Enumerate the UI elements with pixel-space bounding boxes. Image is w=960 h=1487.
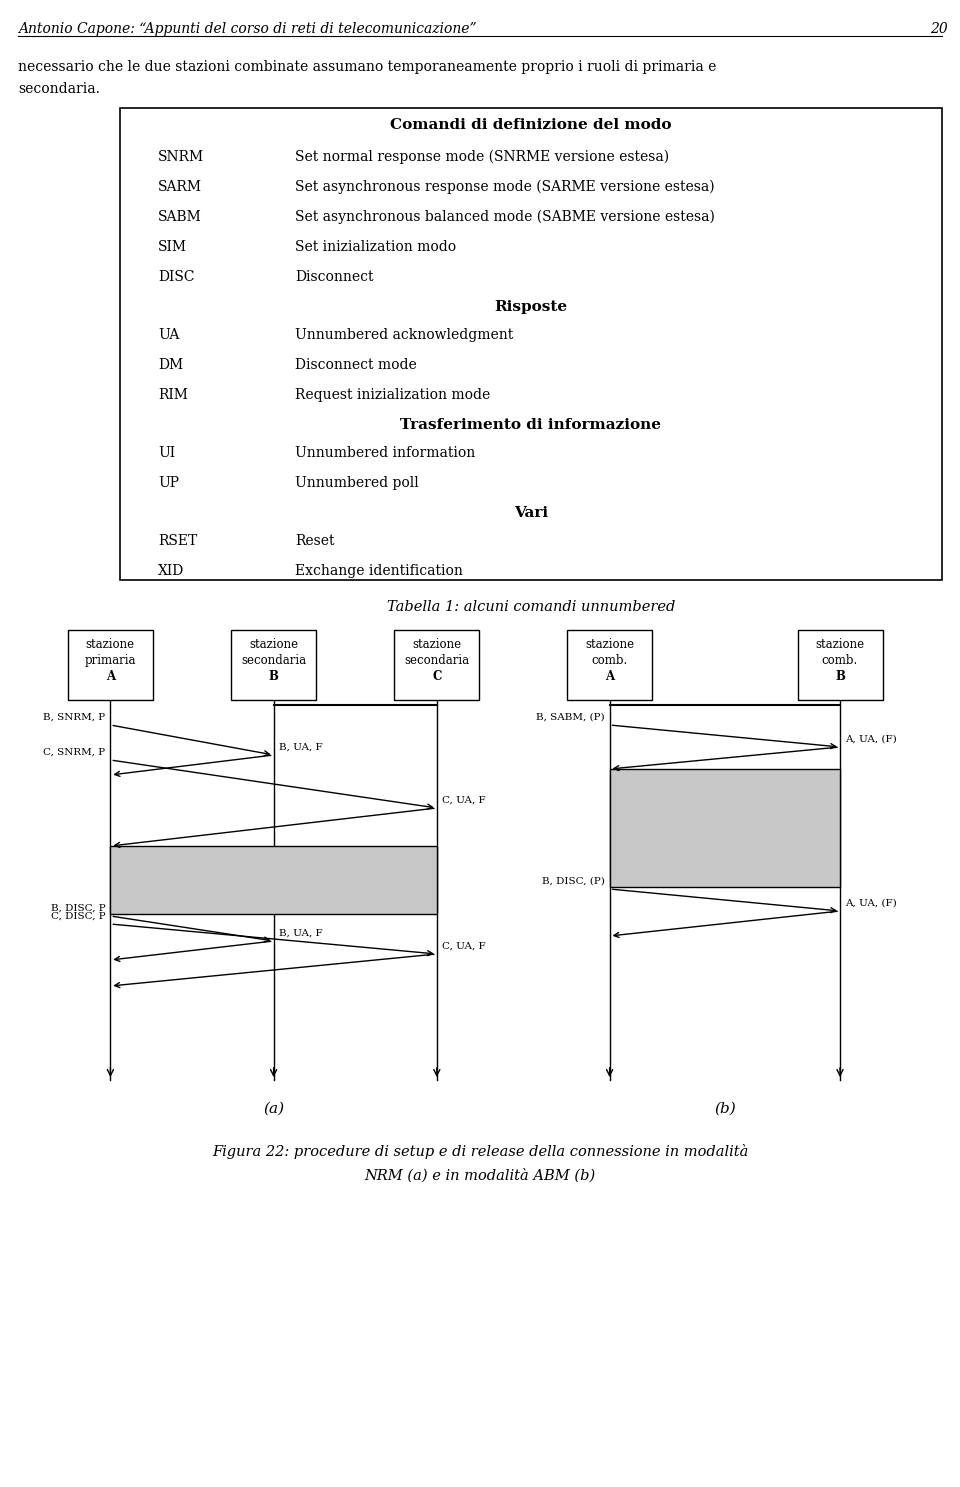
- Text: SABM: SABM: [158, 210, 202, 225]
- Bar: [68, 630, 153, 700]
- Text: Set asynchronous balanced mode (SABME versione estesa): Set asynchronous balanced mode (SABME ve…: [295, 210, 715, 225]
- Bar: [120, 109, 942, 580]
- Text: Disconnect: Disconnect: [295, 271, 373, 284]
- Text: Exchange identification: Exchange identification: [295, 564, 463, 578]
- Text: C: C: [432, 671, 442, 683]
- Text: B: B: [269, 671, 278, 683]
- Text: UP: UP: [158, 476, 179, 491]
- Text: Unnumbered acknowledgment: Unnumbered acknowledgment: [295, 329, 514, 342]
- Text: C, DISC, P: C, DISC, P: [51, 912, 106, 920]
- Text: Unnumbered information: Unnumbered information: [295, 446, 475, 459]
- Text: primaria: primaria: [84, 654, 136, 668]
- Text: Figura 22: procedure di setup e di release della connessione in modalità: Figura 22: procedure di setup e di relea…: [212, 1144, 748, 1158]
- Text: stazione: stazione: [815, 638, 865, 651]
- Text: stazione: stazione: [85, 638, 135, 651]
- Bar: [610, 769, 840, 888]
- Text: SARM: SARM: [158, 180, 202, 193]
- Text: stazione: stazione: [249, 638, 299, 651]
- Text: stazione: stazione: [412, 638, 462, 651]
- Text: XID: XID: [158, 564, 184, 578]
- Text: A, UA, (F): A, UA, (F): [845, 735, 897, 744]
- Text: Set asynchronous response mode (SARME versione estesa): Set asynchronous response mode (SARME ve…: [295, 180, 714, 195]
- Text: Antonio Capone: “Appunti del corso di reti di telecomunicazione”: Antonio Capone: “Appunti del corso di re…: [18, 22, 476, 36]
- Text: Tabella 1: alcuni comandi unnumbered: Tabella 1: alcuni comandi unnumbered: [387, 599, 675, 614]
- Text: Trasferimento di informazione: Trasferimento di informazione: [400, 418, 661, 433]
- Text: SNRM: SNRM: [158, 150, 204, 164]
- Text: DM: DM: [158, 358, 183, 372]
- Bar: [231, 630, 316, 700]
- Text: secondaria: secondaria: [404, 654, 469, 668]
- Bar: [567, 630, 652, 700]
- Text: DISC: DISC: [158, 271, 195, 284]
- Text: B, UA, F: B, UA, F: [278, 929, 323, 938]
- Text: 20: 20: [930, 22, 948, 36]
- Text: secondaria.: secondaria.: [18, 82, 100, 97]
- Text: A, UA, (F): A, UA, (F): [845, 900, 897, 909]
- Bar: [110, 846, 437, 915]
- Bar: [798, 630, 882, 700]
- Text: Set normal response mode (SNRME versione estesa): Set normal response mode (SNRME versione…: [295, 150, 669, 165]
- Bar: [395, 630, 479, 700]
- Text: B, DISC, (P): B, DISC, (P): [541, 877, 605, 886]
- Text: C, UA, F: C, UA, F: [442, 941, 486, 952]
- Text: RSET: RSET: [158, 534, 197, 549]
- Text: B, UA, F: B, UA, F: [278, 744, 323, 752]
- Text: B: B: [835, 671, 845, 683]
- Text: Risposte: Risposte: [494, 300, 567, 314]
- Text: B, SABM, (P): B, SABM, (P): [536, 712, 605, 723]
- Text: Reset: Reset: [295, 534, 334, 549]
- Text: secondaria: secondaria: [241, 654, 306, 668]
- Text: (b): (b): [714, 1102, 735, 1117]
- Text: B, SNRM, P: B, SNRM, P: [43, 712, 106, 723]
- Text: C, UA, F: C, UA, F: [442, 796, 486, 804]
- Text: SIM: SIM: [158, 239, 187, 254]
- Text: UI: UI: [158, 446, 175, 459]
- Text: RIM: RIM: [158, 388, 188, 401]
- Text: NRM (a) e in modalità ABM (b): NRM (a) e in modalità ABM (b): [365, 1167, 595, 1182]
- Text: A: A: [106, 671, 115, 683]
- Text: comb.: comb.: [822, 654, 858, 668]
- Text: comb.: comb.: [591, 654, 628, 668]
- Text: (a): (a): [263, 1102, 284, 1117]
- Text: necessario che le due stazioni combinate assumano temporaneamente proprio i ruol: necessario che le due stazioni combinate…: [18, 59, 716, 74]
- Text: Request inizialization mode: Request inizialization mode: [295, 388, 491, 401]
- Text: Unnumbered poll: Unnumbered poll: [295, 476, 419, 491]
- Text: Vari: Vari: [514, 506, 548, 520]
- Text: C, SNRM, P: C, SNRM, P: [43, 748, 106, 757]
- Text: stazione: stazione: [585, 638, 635, 651]
- Text: UA: UA: [158, 329, 180, 342]
- Text: A: A: [605, 671, 614, 683]
- Text: Comandi di definizione del modo: Comandi di definizione del modo: [391, 117, 672, 132]
- Text: B, DISC, P: B, DISC, P: [51, 904, 106, 913]
- Text: Set inizialization modo: Set inizialization modo: [295, 239, 456, 254]
- Text: Disconnect mode: Disconnect mode: [295, 358, 417, 372]
